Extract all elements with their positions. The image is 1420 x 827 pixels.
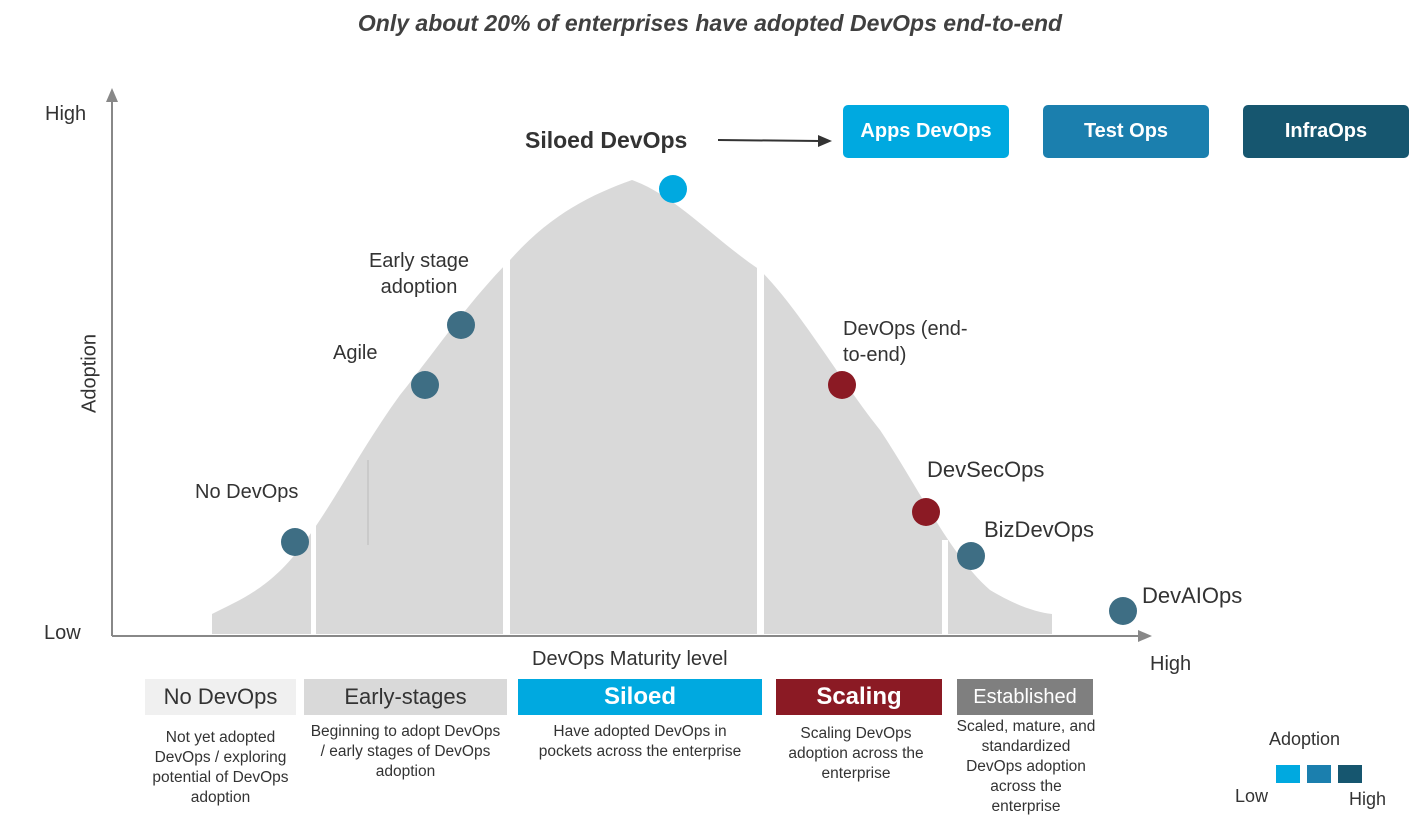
point-devsecops <box>912 498 940 526</box>
peak-arrow-line <box>717 139 821 142</box>
stage-scaling: Scaling <box>776 679 942 715</box>
label-devsecops: DevSecOps <box>927 457 1045 482</box>
stage-gap-3 <box>757 240 764 640</box>
stage-early-stages: Early-stages <box>304 679 507 715</box>
y-axis-high: High <box>45 103 87 125</box>
legend-high-swatch <box>1338 765 1362 783</box>
apps-devops-box: Apps DevOps <box>843 105 1009 158</box>
desc-siloed: Have adopted DevOps in pockets across th… <box>538 723 742 760</box>
x-axis-high: High <box>1150 653 1192 675</box>
stage-siloed: Siloed <box>518 679 762 715</box>
adoption-curve <box>212 180 1052 634</box>
stage-gap-2 <box>503 240 510 640</box>
label-devops-end-to-end: DevOps (end-to-end) <box>843 318 968 366</box>
peak-arrow-head <box>818 135 832 147</box>
stage-gap-1 <box>311 500 316 640</box>
x-axis-label: DevOps Maturity level <box>532 648 728 670</box>
label-agile: Agile <box>333 342 378 364</box>
infraops-box: InfraOps <box>1243 105 1409 158</box>
point-early-stage <box>447 311 475 339</box>
desc-scaling: Scaling DevOps adoption across the enter… <box>788 725 924 782</box>
label-siloed-devops: Siloed DevOps <box>525 127 688 153</box>
legend-low-swatch <box>1276 765 1300 783</box>
point-no-devops <box>281 528 309 556</box>
test-ops-box: Test Ops <box>1043 105 1209 158</box>
label-early-stage: Early stage adoption <box>368 250 470 298</box>
y-axis-arrow <box>106 88 118 102</box>
desc-established: Scaled, mature, and standardized DevOps … <box>956 718 1096 815</box>
legend-high: High <box>1349 789 1387 809</box>
desc-early-stages: Beginning to adopt DevOps / early stages… <box>310 723 501 780</box>
label-bizdevops: BizDevOps <box>984 517 1095 542</box>
point-agile <box>411 371 439 399</box>
point-siloed-devops <box>659 175 687 203</box>
point-bizdevops <box>957 542 985 570</box>
legend-low: Low <box>1235 786 1269 806</box>
desc-no-devops: Not yet adopted DevOps / exploring poten… <box>152 729 289 806</box>
label-devaiops: DevAIOps <box>1142 583 1243 608</box>
y-axis-label: Adoption <box>78 334 101 413</box>
stage-no-devops: No DevOps <box>145 679 296 715</box>
legend-title: Adoption <box>1269 729 1341 749</box>
stage-gap-4 <box>942 540 948 640</box>
point-devaiops <box>1109 597 1137 625</box>
y-axis-low: Low <box>44 622 81 644</box>
chart-title: Only about 20% of enterprises have adopt… <box>357 10 1063 36</box>
label-no-devops: No DevOps <box>195 481 299 503</box>
x-axis-arrow <box>1138 630 1152 642</box>
legend-mid-swatch <box>1307 765 1331 783</box>
stage-established: Established <box>957 679 1093 715</box>
point-devops-end-to-end <box>828 371 856 399</box>
